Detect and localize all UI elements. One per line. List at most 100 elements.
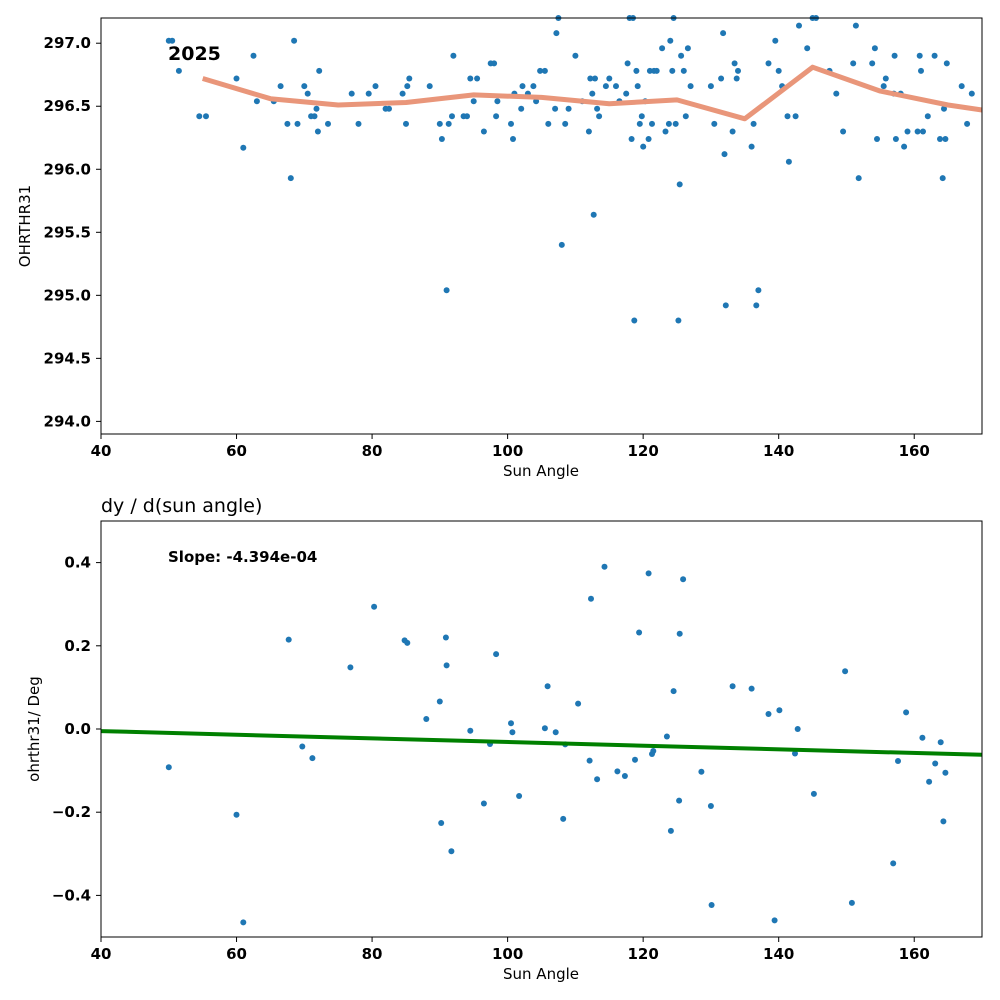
top-data-point — [645, 136, 652, 142]
bottom-x-ticks: 40 60 80 100 120 140 160 — [91, 937, 930, 963]
top-data-point — [871, 45, 878, 52]
top-data-point — [755, 287, 762, 294]
bottom-data-point — [233, 811, 240, 818]
top-data-point — [891, 52, 898, 59]
top-data-point — [659, 45, 666, 52]
top-data-point — [233, 75, 240, 82]
bottom-x-tick-label: 40 — [91, 945, 112, 963]
top-data-point — [892, 136, 899, 142]
bottom-data-point — [926, 778, 933, 785]
bottom-data-point — [436, 698, 443, 705]
bottom-data-point — [670, 688, 677, 695]
top-x-tick-label: 140 — [763, 442, 794, 460]
bottom-data-point — [560, 815, 567, 822]
top-data-point — [785, 158, 792, 165]
top-data-point — [735, 67, 741, 74]
top-data-point — [240, 144, 247, 151]
bottom-data-point — [588, 595, 594, 602]
top-data-point — [796, 22, 802, 29]
bottom-data-point — [650, 748, 657, 754]
bottom-x-tick-label: 140 — [763, 945, 794, 963]
bottom-data-point — [676, 630, 683, 637]
top-data-point — [399, 90, 406, 97]
top-data-point — [169, 37, 176, 44]
top-data-point — [901, 143, 908, 150]
top-data-point — [445, 120, 452, 127]
top-data-point — [675, 317, 682, 324]
top-data-point — [537, 67, 544, 74]
top-data-point — [602, 83, 609, 90]
top-data-point — [880, 83, 887, 90]
top-data-point — [196, 113, 203, 120]
top-data-point — [426, 83, 433, 90]
bottom-x-axis-label: Sun Angle — [503, 965, 579, 983]
bottom-data-point — [940, 818, 947, 825]
top-data-point — [494, 98, 501, 105]
top-data-point — [565, 105, 572, 112]
bottom-data-point — [443, 662, 450, 669]
top-data-point — [669, 67, 676, 74]
top-y-ticks: 294.0 294.5 295.0 295.5 296.0 296.5 297.0 — [44, 34, 101, 430]
bottom-x-tick-label: 80 — [362, 945, 383, 963]
top-x-tick-label: 160 — [899, 442, 930, 460]
top-data-point — [311, 113, 318, 120]
top-data-point — [372, 83, 379, 90]
bottom-data-point — [467, 727, 474, 734]
bottom-data-point — [347, 664, 354, 671]
top-data-point — [301, 83, 308, 90]
top-data-point — [443, 287, 450, 294]
top-y-tick-label: 296.0 — [44, 160, 91, 178]
top-data-point — [355, 120, 362, 127]
bottom-data-point — [636, 629, 643, 636]
bottom-data-point — [541, 725, 548, 732]
bottom-data-point — [165, 764, 172, 771]
bottom-data-point — [810, 790, 817, 797]
top-data-point — [594, 105, 601, 112]
top-data-point — [631, 317, 638, 324]
top-data-point — [585, 128, 592, 135]
bottom-data-point — [299, 743, 306, 750]
top-data-point — [589, 90, 596, 97]
top-data-point — [748, 143, 755, 150]
top-data-point — [404, 83, 411, 90]
bottom-data-point — [371, 603, 378, 610]
bottom-data-point — [614, 768, 621, 775]
top-data-point — [869, 60, 876, 67]
top-data-point — [916, 52, 923, 59]
bottom-data-point — [667, 827, 674, 834]
top-data-point — [313, 105, 320, 112]
top-data-point — [720, 30, 727, 37]
top-data-point — [920, 128, 926, 135]
bottom-data-point — [480, 800, 487, 807]
top-data-point — [662, 128, 669, 135]
top-data-point — [325, 120, 331, 127]
top-data-point — [672, 120, 679, 127]
top-y-axis-label: OHRTHR31 — [16, 185, 34, 267]
top-data-point — [628, 136, 635, 142]
top-data-point — [968, 90, 975, 97]
top-data-point — [840, 128, 847, 135]
bottom-data-point — [509, 729, 516, 736]
bottom-data-point — [508, 720, 514, 727]
top-data-point — [729, 128, 736, 135]
top-data-point — [438, 136, 445, 142]
bottom-data-point — [575, 700, 582, 707]
bottom-x-tick-label: 160 — [899, 945, 930, 963]
top-data-point — [518, 105, 525, 112]
bottom-data-point — [240, 919, 247, 926]
top-data-point — [765, 60, 772, 67]
top-data-point — [731, 60, 738, 67]
top-data-point — [491, 60, 498, 67]
top-data-point — [470, 98, 477, 105]
top-y-tick-label: 296.5 — [44, 97, 91, 115]
top-data-point — [722, 302, 729, 309]
top-data-point — [874, 136, 880, 142]
top-data-point — [406, 75, 413, 82]
top-data-point — [665, 120, 672, 127]
top-data-point — [294, 120, 301, 127]
bottom-y-tick-label: −0.4 — [52, 886, 91, 904]
top-data-point — [833, 90, 840, 97]
top-data-point — [545, 120, 552, 127]
